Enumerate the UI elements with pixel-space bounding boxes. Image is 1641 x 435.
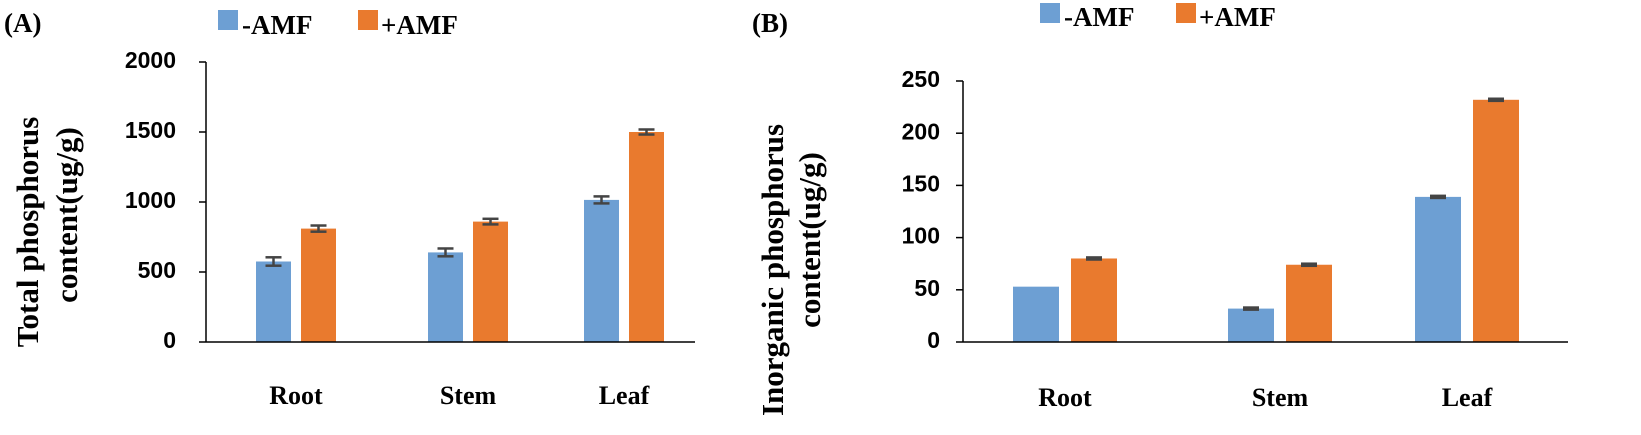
panel-a-bar-leaf-plus-amf	[629, 132, 664, 342]
panel-a-ytick-label: 0	[163, 327, 176, 353]
panel-a-legend-label-plus-amf: +AMF	[381, 10, 458, 40]
panel-b-legend-label-minus-amf: -AMF	[1064, 2, 1134, 32]
panel-b-error-bar-stem-minus-amf	[1243, 306, 1259, 311]
panel-a-legend-swatch-minus-amf	[218, 10, 238, 30]
panel-a-ytick-label: 2000	[125, 47, 176, 73]
panel-b-ylabel-line-2: content(ug/g)	[792, 152, 827, 328]
panel-b-ytick-label: 50	[914, 275, 940, 301]
panel-a-xtick-label: Leaf	[599, 381, 650, 410]
panel-b-legend-label-plus-amf: +AMF	[1199, 2, 1276, 32]
panel-a-xtick-label: Stem	[440, 381, 497, 410]
panel-b-error-bar-stem-plus-amf	[1301, 262, 1317, 268]
panel-a-error-bar-root-plus-amf	[310, 224, 327, 233]
panel-b-label: (B)	[752, 8, 788, 38]
panel-a-bar-leaf-minus-amf	[584, 199, 619, 342]
panel-b-xtick-label: Stem	[1252, 383, 1309, 412]
panel-a-ytick-label: 1000	[125, 187, 176, 213]
panel-a-legend: -AMF +AMF	[218, 10, 458, 40]
panel-a-ytick-label: 500	[138, 257, 176, 283]
panel-b-ylabel-line-1: Inorganic phosphorus	[755, 124, 790, 416]
panel-b-ytick-label: 200	[902, 118, 940, 144]
panel-a-error-bar-leaf-minus-amf	[593, 195, 610, 205]
panel-a-legend-swatch-plus-amf	[358, 10, 378, 30]
panel-a-ylabel-line-1: Total phosphorus	[10, 117, 45, 348]
panel-b-tick-marks	[956, 80, 963, 343]
panel-b-ytick-label: 250	[902, 66, 940, 92]
panel-b-bar-leaf-plus-amf	[1473, 99, 1519, 343]
panel-a-bar-root-minus-amf	[256, 261, 291, 342]
panel-b-bar-stem-plus-amf	[1286, 264, 1332, 342]
panel-b-ytick-label: 100	[902, 223, 940, 249]
panel-b-error-bar-leaf-plus-amf	[1488, 97, 1504, 103]
panel-a-error-bar-stem-minus-amf	[437, 247, 454, 258]
panel-a-ytick-label: 1500	[125, 117, 176, 143]
panel-a-label: (A)	[4, 8, 41, 38]
panel-b-bar-stem-minus-amf	[1228, 308, 1274, 342]
panel-a: (A) -AMF +AMF Total phosphorus content(u…	[4, 8, 695, 410]
panel-a-error-bar-leaf-plus-amf	[638, 128, 655, 136]
panel-a-error-bar-root-minus-amf	[265, 256, 282, 267]
panel-b-legend-swatch-minus-amf	[1040, 3, 1060, 23]
panel-b-xticks: Root Stem Leaf	[1038, 383, 1492, 412]
panel-b-bar-root-minus-amf	[1013, 286, 1059, 342]
panel-b-legend-swatch-plus-amf	[1176, 3, 1196, 23]
panel-b-legend: -AMF +AMF	[1040, 2, 1276, 32]
panel-b-bars	[1013, 97, 1519, 343]
panel-b-ytick-label: 0	[927, 327, 940, 353]
panel-a-xtick-label: Root	[269, 381, 323, 410]
panel-b-error-bar-leaf-minus-amf	[1430, 194, 1446, 200]
panel-a-tick-marks	[199, 61, 206, 343]
panel-b-bar-leaf-minus-amf	[1415, 196, 1461, 342]
panel-a-bar-stem-minus-amf	[428, 252, 463, 342]
panel-a-xticks: Root Stem Leaf	[269, 381, 649, 410]
panel-b-error-bar-root-plus-amf	[1086, 256, 1102, 261]
panel-b: (B) -AMF +AMF Inorganic phosphorus conte…	[752, 2, 1568, 416]
panel-a-legend-label-minus-amf: -AMF	[242, 10, 312, 40]
panel-a-bar-stem-plus-amf	[473, 221, 508, 342]
panel-b-xtick-label: Leaf	[1442, 383, 1493, 412]
panel-b-ytick-label: 150	[902, 170, 940, 196]
panel-a-error-bar-stem-plus-amf	[482, 217, 499, 226]
panel-b-bar-root-plus-amf	[1071, 258, 1117, 342]
panel-a-ylabel-line-2: content(ug/g)	[49, 127, 84, 303]
panel-a-yticks: 0 500 1000 1500 2000	[125, 47, 176, 353]
panel-a-bars	[256, 128, 664, 342]
panel-b-yticks: 0 50 100 150 200 250	[902, 66, 940, 353]
panel-a-bar-root-plus-amf	[301, 228, 336, 342]
panel-b-xtick-label: Root	[1038, 383, 1092, 412]
